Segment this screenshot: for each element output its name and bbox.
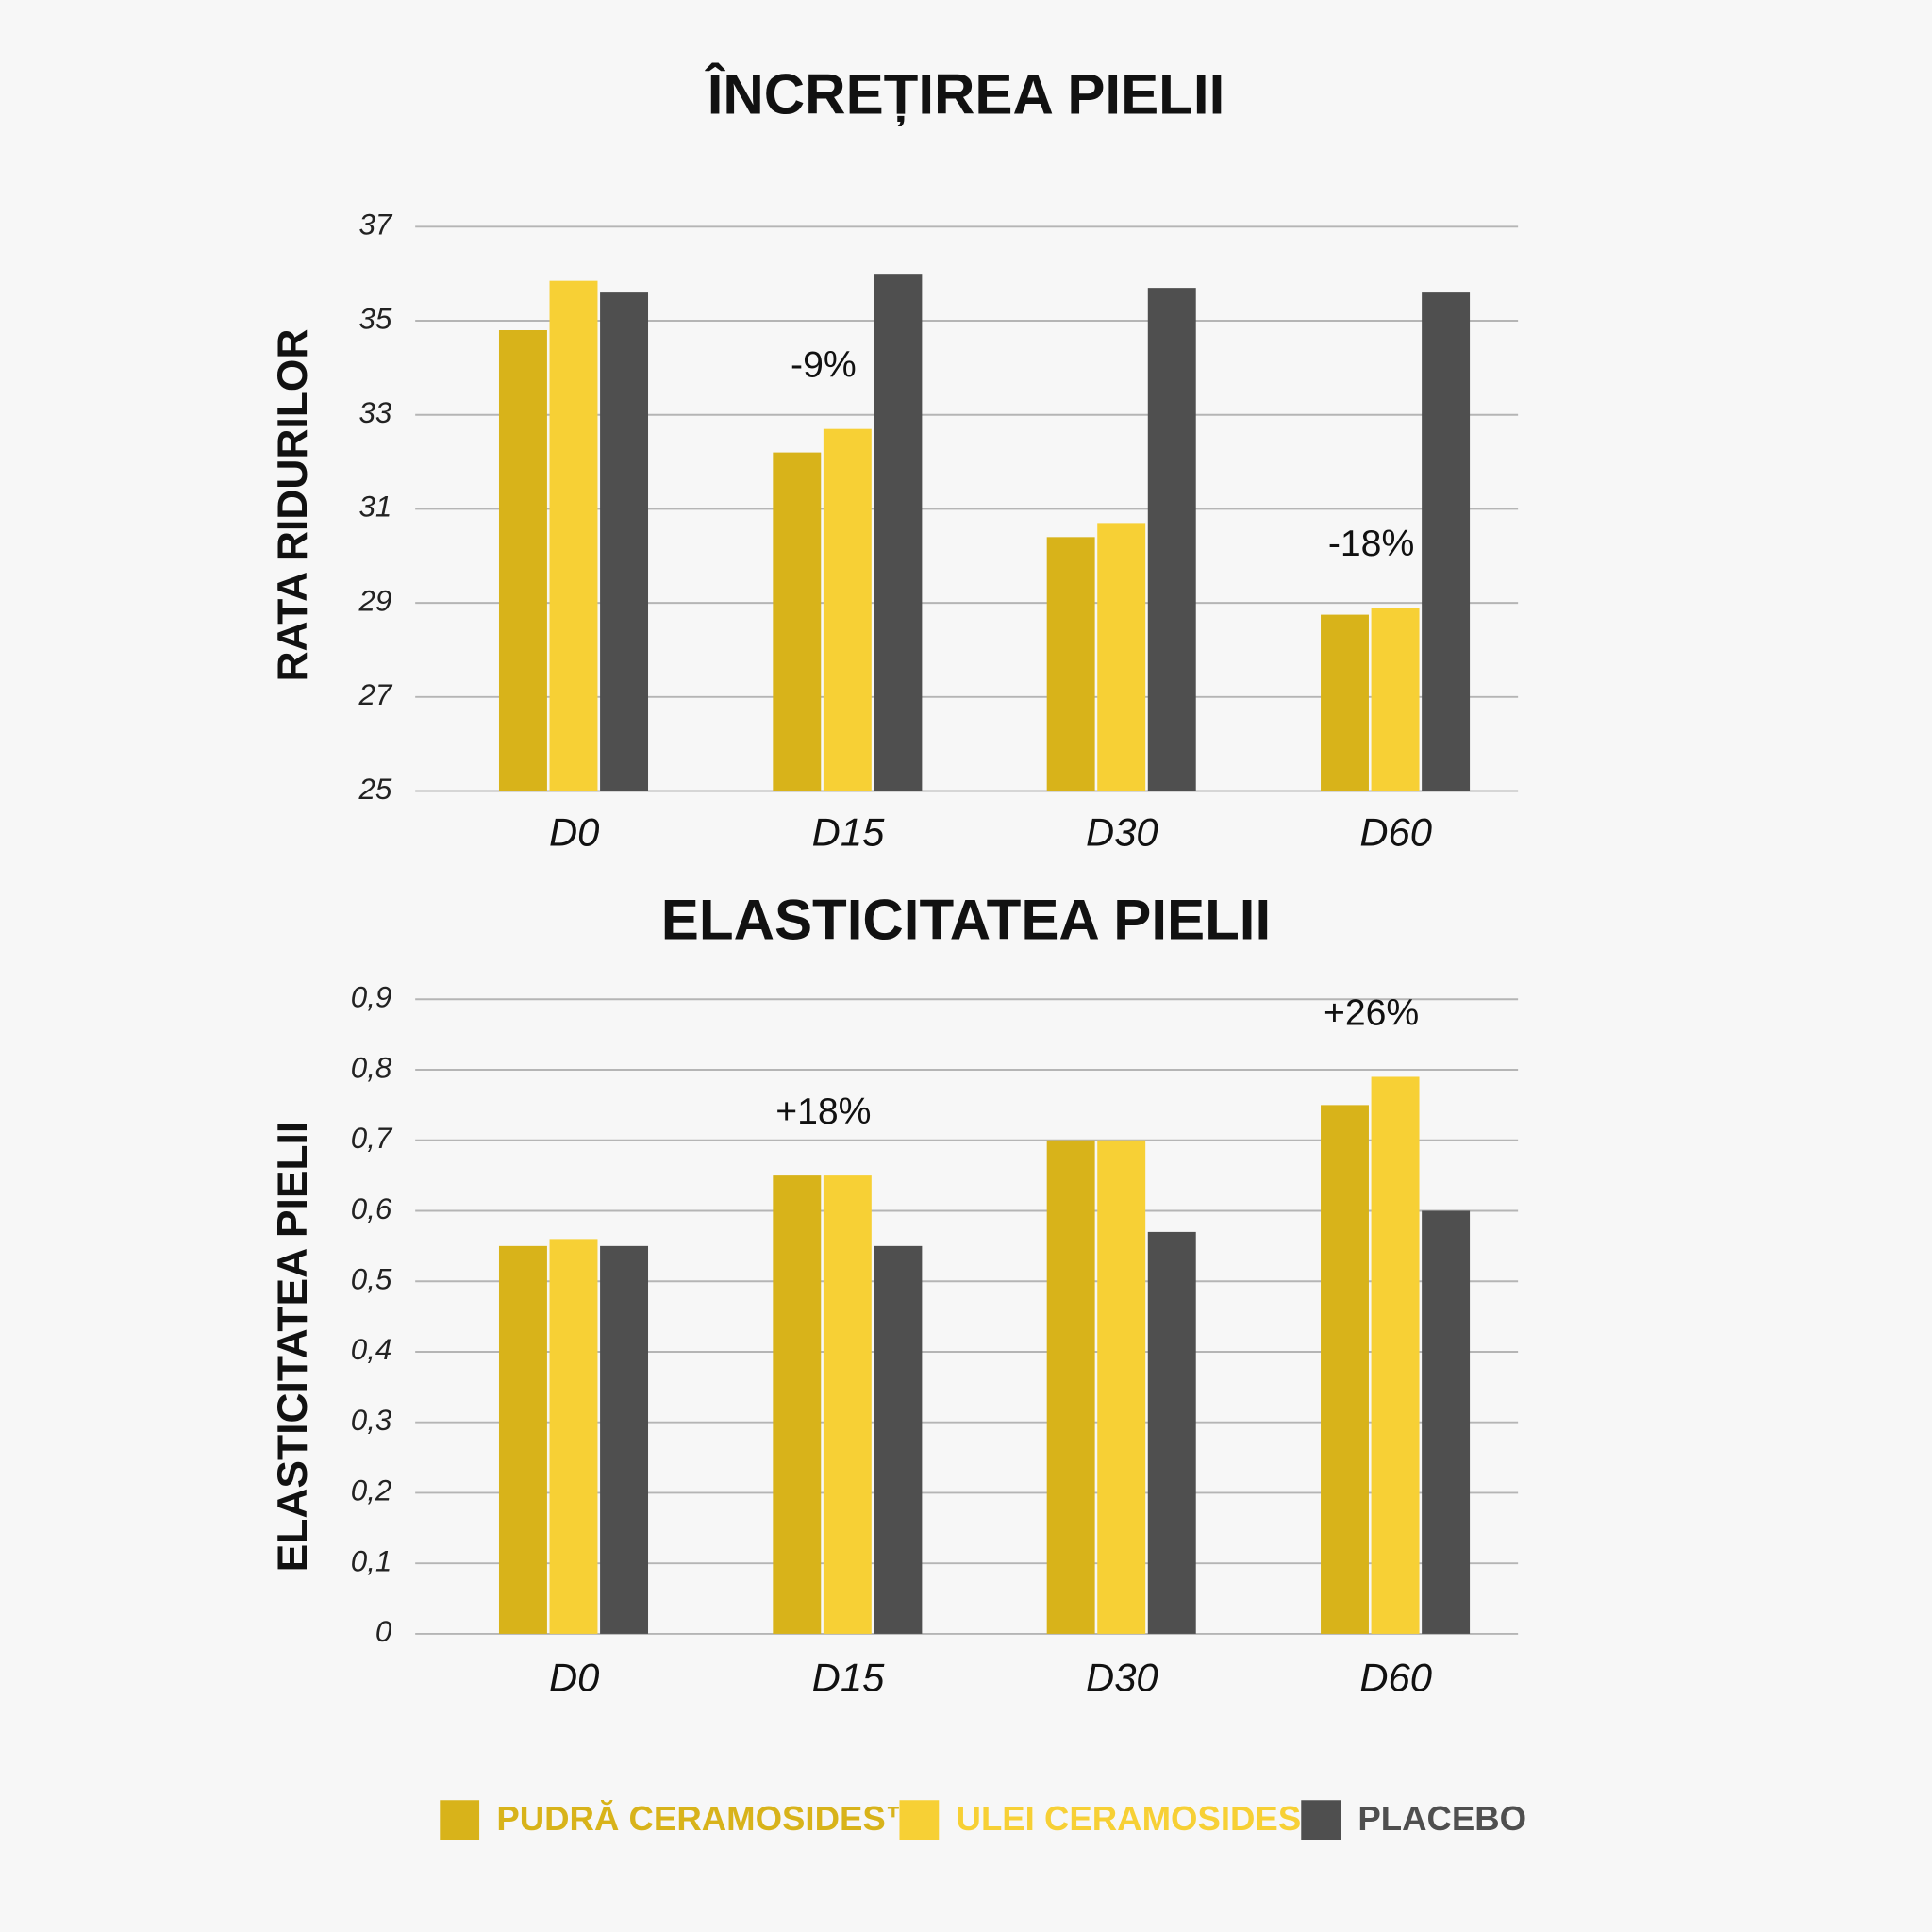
legend-swatch — [899, 1800, 940, 1840]
chart-title: ELASTICITATEA PIELII — [661, 888, 1271, 951]
y-tick-label: 0,2 — [351, 1474, 392, 1507]
x-tick-label: D0 — [549, 810, 599, 855]
x-tick-label: D60 — [1359, 810, 1432, 855]
y-tick-label: 0,4 — [351, 1333, 392, 1366]
chart-title: ÎNCREȚIREA PIELII — [705, 62, 1225, 125]
annotation: -9% — [791, 345, 857, 386]
annotation: +26% — [1324, 993, 1419, 1034]
legend-swatch — [440, 1800, 480, 1840]
y-tick-label: 0,1 — [351, 1544, 392, 1577]
y-axis-title: ELASTICITATEA PIELII — [270, 1122, 316, 1573]
y-tick-label: 0 — [375, 1615, 392, 1648]
bar — [549, 1239, 598, 1634]
y-tick-label: 29 — [358, 584, 391, 617]
bar — [1097, 1140, 1146, 1634]
bar — [1422, 292, 1471, 791]
bar — [1147, 288, 1196, 791]
y-tick-label: 25 — [358, 773, 391, 806]
y-tick-label: 0,3 — [351, 1404, 392, 1437]
y-tick-label: 0,7 — [351, 1122, 393, 1155]
x-tick-label: D15 — [812, 1656, 885, 1700]
bar — [600, 292, 649, 791]
bar — [1371, 608, 1420, 791]
legend-label: PLACEBO — [1357, 1799, 1526, 1838]
y-tick-label: 0,8 — [351, 1051, 392, 1084]
bar — [1371, 1076, 1420, 1634]
y-tick-label: 0,9 — [351, 981, 392, 1014]
y-tick-label: 37 — [358, 208, 392, 242]
bar — [1321, 614, 1369, 791]
annotation: -18% — [1328, 524, 1414, 564]
bar — [1046, 1140, 1095, 1634]
bar — [1321, 1105, 1369, 1634]
bar — [874, 1245, 923, 1634]
y-tick-label: 0,6 — [351, 1192, 392, 1225]
bar — [823, 428, 872, 791]
y-tick-label: 31 — [358, 491, 391, 524]
bar — [1097, 523, 1146, 791]
bar — [498, 1245, 547, 1634]
legend-label: PUDRĂ CERAMOSIDES™ — [496, 1799, 920, 1838]
bar — [1046, 537, 1095, 791]
bar — [773, 1175, 822, 1634]
x-tick-label: D30 — [1086, 1656, 1158, 1700]
bar — [874, 274, 923, 791]
bar — [773, 452, 822, 791]
legend-label: ULEI CERAMOSIDES™ — [957, 1799, 1336, 1838]
bar — [823, 1175, 872, 1634]
bar — [1422, 1210, 1471, 1634]
y-tick-label: 0,5 — [351, 1263, 392, 1296]
x-tick-label: D0 — [549, 1656, 599, 1700]
y-tick-label: 35 — [358, 302, 391, 335]
legend-swatch — [1301, 1800, 1341, 1840]
y-axis-title: RATA RIDURILOR — [270, 329, 316, 682]
bar — [1147, 1231, 1196, 1634]
x-tick-label: D60 — [1359, 1656, 1432, 1700]
annotation: +18% — [775, 1091, 871, 1132]
y-tick-label: 27 — [358, 678, 392, 711]
bar — [600, 1245, 649, 1634]
y-tick-label: 33 — [358, 396, 391, 429]
x-tick-label: D30 — [1086, 810, 1158, 855]
bar — [498, 329, 547, 791]
bar — [549, 280, 598, 791]
x-tick-label: D15 — [812, 810, 885, 855]
